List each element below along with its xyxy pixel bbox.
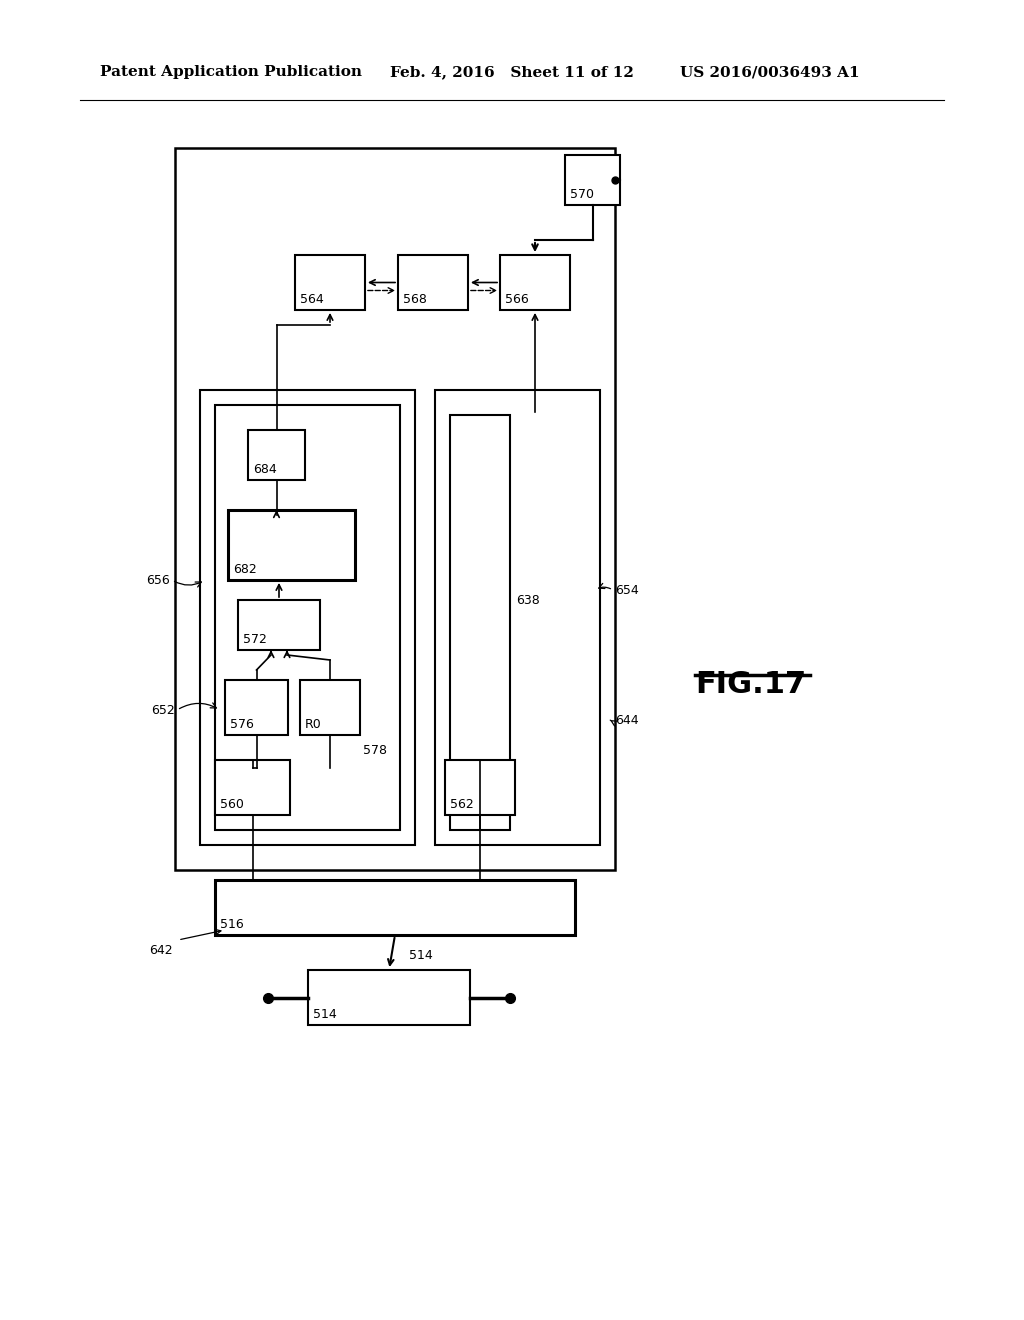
Text: 656: 656 bbox=[146, 573, 170, 586]
Text: 684: 684 bbox=[253, 463, 276, 477]
Text: 560: 560 bbox=[220, 799, 244, 810]
FancyBboxPatch shape bbox=[225, 680, 288, 735]
Text: 570: 570 bbox=[570, 187, 594, 201]
Text: 514: 514 bbox=[409, 949, 433, 962]
FancyBboxPatch shape bbox=[228, 510, 355, 579]
Text: 564: 564 bbox=[300, 293, 324, 306]
FancyBboxPatch shape bbox=[450, 414, 510, 830]
Text: 572: 572 bbox=[243, 634, 267, 645]
FancyBboxPatch shape bbox=[500, 255, 570, 310]
FancyBboxPatch shape bbox=[175, 148, 615, 870]
FancyBboxPatch shape bbox=[215, 880, 575, 935]
Text: 638: 638 bbox=[516, 594, 540, 606]
FancyBboxPatch shape bbox=[215, 405, 400, 830]
Text: 654: 654 bbox=[615, 583, 639, 597]
Text: 578: 578 bbox=[362, 743, 387, 756]
Text: 566: 566 bbox=[505, 293, 528, 306]
FancyBboxPatch shape bbox=[398, 255, 468, 310]
Text: US 2016/0036493 A1: US 2016/0036493 A1 bbox=[680, 65, 859, 79]
FancyBboxPatch shape bbox=[248, 430, 305, 480]
Text: R0: R0 bbox=[305, 718, 322, 731]
Text: 516: 516 bbox=[220, 917, 244, 931]
Text: 642: 642 bbox=[150, 944, 173, 957]
Text: 514: 514 bbox=[313, 1008, 337, 1020]
FancyBboxPatch shape bbox=[445, 760, 515, 814]
FancyBboxPatch shape bbox=[565, 154, 620, 205]
FancyBboxPatch shape bbox=[300, 680, 360, 735]
FancyBboxPatch shape bbox=[238, 601, 319, 649]
FancyBboxPatch shape bbox=[215, 760, 290, 814]
Text: 576: 576 bbox=[230, 718, 254, 731]
Text: 644: 644 bbox=[615, 714, 639, 726]
Text: 568: 568 bbox=[403, 293, 427, 306]
FancyBboxPatch shape bbox=[295, 255, 365, 310]
Text: 652: 652 bbox=[152, 704, 175, 717]
Text: FIG.17: FIG.17 bbox=[695, 671, 806, 700]
FancyBboxPatch shape bbox=[200, 389, 415, 845]
Text: 682: 682 bbox=[233, 564, 257, 576]
Text: Feb. 4, 2016   Sheet 11 of 12: Feb. 4, 2016 Sheet 11 of 12 bbox=[390, 65, 634, 79]
Text: Patent Application Publication: Patent Application Publication bbox=[100, 65, 362, 79]
FancyBboxPatch shape bbox=[435, 389, 600, 845]
Text: 562: 562 bbox=[450, 799, 474, 810]
FancyBboxPatch shape bbox=[308, 970, 470, 1026]
